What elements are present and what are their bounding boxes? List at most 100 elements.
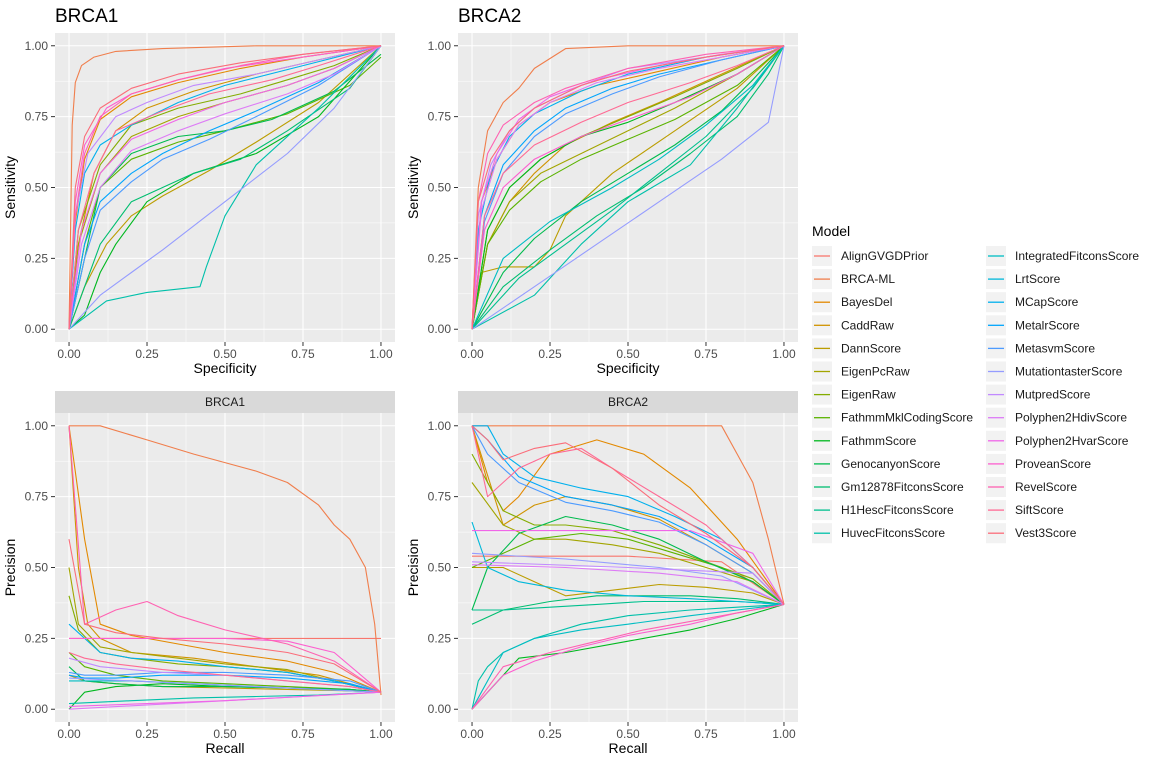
series-line-integratedfitconsscore xyxy=(471,45,785,330)
series-group xyxy=(471,45,785,330)
series-line-fathmmscore xyxy=(471,603,785,710)
series-line-brca-ml xyxy=(68,45,381,330)
y-axis-label: Sensitivity xyxy=(2,156,18,219)
series-line-eigenpcraw xyxy=(471,45,785,330)
y-tick-label: 0.25 xyxy=(25,631,49,645)
series-line-vest3score xyxy=(68,539,382,693)
series-line-gm12878fitconsscore xyxy=(471,45,785,330)
series-line-revelscore xyxy=(471,45,785,330)
series-line-brca-ml xyxy=(471,45,784,330)
legend-label: HuvecFitconsScore xyxy=(841,526,945,540)
series-line-bayesdel xyxy=(68,425,382,693)
y-tick-label: 1.00 xyxy=(25,419,49,433)
x-tick-label: 0.75 xyxy=(694,727,718,741)
x-tick-label: 1.00 xyxy=(772,727,796,741)
legend-label: Vest3Score xyxy=(1015,526,1077,540)
y-tick-label: 0.75 xyxy=(25,490,49,504)
x-tick-label: 0.25 xyxy=(538,347,562,361)
series-line-eigenraw xyxy=(68,45,382,330)
legend-item: Vest3Score xyxy=(986,523,1077,544)
series-line-metalrscore xyxy=(68,45,382,330)
legend-item: Polyphen2HvarScore xyxy=(986,430,1129,451)
legend-label: AlignGVGDPrior xyxy=(841,249,928,263)
y-tick-label: 0.25 xyxy=(428,631,452,645)
legend-label: EigenPcRaw xyxy=(841,365,910,379)
legend-title: Model xyxy=(812,223,850,239)
x-tick-label: 0.75 xyxy=(291,347,315,361)
series-line-genocanyonscore xyxy=(471,515,785,611)
legend-label: CaddRaw xyxy=(841,318,894,332)
x-tick-label: 0.25 xyxy=(135,727,159,741)
legend-item: CaddRaw xyxy=(812,315,894,336)
legend-label: MetalrScore xyxy=(1015,318,1080,332)
x-tick-label: 1.00 xyxy=(772,347,796,361)
series-line-revelscore xyxy=(471,603,785,710)
series-line-gm12878fitconsscore xyxy=(68,45,382,330)
y-tick-label: 0.50 xyxy=(428,561,452,575)
legend-item: SiftScore xyxy=(986,500,1064,521)
legend-label: EigenRaw xyxy=(841,388,896,402)
panel-title: BRCA2 xyxy=(458,6,521,27)
series-line-vest3score xyxy=(471,45,785,330)
panel-pr-brca2: BRCA2 0.00 0.25 0.50 0.75 1.00 0.00 0.25 0.50 0.7… xyxy=(405,391,798,756)
y-tick-label: 0.00 xyxy=(428,702,452,716)
x-tick-label: 1.00 xyxy=(369,347,393,361)
series-group xyxy=(68,425,382,710)
series-line-siftscore xyxy=(68,651,382,693)
series-line-polyphen2hvarscore xyxy=(68,45,382,330)
facet-strip xyxy=(458,391,798,413)
series-line-siftscore xyxy=(68,45,382,330)
series-line-fathmmmklcodingscore xyxy=(68,56,382,330)
series-group xyxy=(68,45,382,330)
x-tick-label: 0.75 xyxy=(291,727,315,741)
series-line-brca-ml xyxy=(69,425,382,696)
x-tick-label: 0.00 xyxy=(57,347,81,361)
x-axis-label: Recall xyxy=(206,740,245,756)
legend-item: MutationtasterScore xyxy=(986,361,1123,382)
legend-item: Gm12878FitconsScore xyxy=(812,477,964,497)
legend-item: IntegratedFitconsScore xyxy=(986,246,1139,266)
panel-roc-brca2: BRCA2 0.00 0.25 0.50 0.75 1.00 0.00 0.25 0.50 0.7… xyxy=(405,6,798,376)
series-line-metalrscore xyxy=(471,45,785,330)
x-tick-label: 1.00 xyxy=(369,727,393,741)
legend-item: MetasvmScore xyxy=(986,338,1095,359)
series-line-siftscore xyxy=(471,425,785,605)
legend-item: H1HescFitconsScore xyxy=(812,500,954,521)
x-tick-label: 0.25 xyxy=(135,347,159,361)
y-axis-label: Precision xyxy=(405,539,421,597)
legend-item: MCapScore xyxy=(986,292,1079,313)
y-axis-label: Sensitivity xyxy=(405,156,421,219)
y-tick-label: 0.50 xyxy=(428,181,452,195)
facet-strip-label: BRCA2 xyxy=(608,395,648,409)
series-line-genocanyonscore xyxy=(471,45,785,330)
series-line-mcapscore xyxy=(68,45,382,330)
x-tick-label: 0.50 xyxy=(213,727,237,741)
series-line-genocanyonscore xyxy=(68,53,382,330)
x-tick-label: 0.00 xyxy=(460,347,484,361)
y-axis-label: Precision xyxy=(2,539,18,597)
x-tick-label: 0.75 xyxy=(694,347,718,361)
series-line-gm12878fitconsscore xyxy=(471,595,785,625)
y-tick-label: 0.25 xyxy=(428,251,452,265)
legend-label: ProveanScore xyxy=(1015,457,1091,471)
series-line-vest3score xyxy=(68,45,382,330)
series-line-dannscore xyxy=(471,45,785,330)
series-line-mutationtasterscore xyxy=(68,677,382,693)
series-line-proveanscore xyxy=(471,45,785,330)
series-line-polyphen2hdivscore xyxy=(471,45,785,330)
legend-item: FathmmMklCodingScore xyxy=(812,407,973,428)
facet-strip-label: BRCA1 xyxy=(205,395,245,409)
legend-item: MutpredScore xyxy=(986,384,1091,405)
panel-pr-brca1: BRCA1 0.00 0.25 0.50 0.75 1.00 0.00 0.25 0.50 0.7… xyxy=(2,391,395,756)
panel-roc-brca1: BRCA1 0.00 0.25 0.50 0.75 1.00 0.00 0.25 0.50 0.7… xyxy=(2,6,395,376)
series-line-integratedfitconsscore xyxy=(471,603,785,710)
series-line-huvecfitconsscore xyxy=(471,603,785,710)
series-line-fathmmmklcodingscore xyxy=(471,45,785,330)
legend-label: MutpredScore xyxy=(1015,388,1091,402)
legend-label: H1HescFitconsScore xyxy=(841,503,954,517)
series-line-metasvmscore xyxy=(471,425,785,605)
y-tick-label: 0.75 xyxy=(25,110,49,124)
series-line-mutationtasterscore xyxy=(471,552,785,605)
series-line-metalrscore xyxy=(68,674,382,693)
